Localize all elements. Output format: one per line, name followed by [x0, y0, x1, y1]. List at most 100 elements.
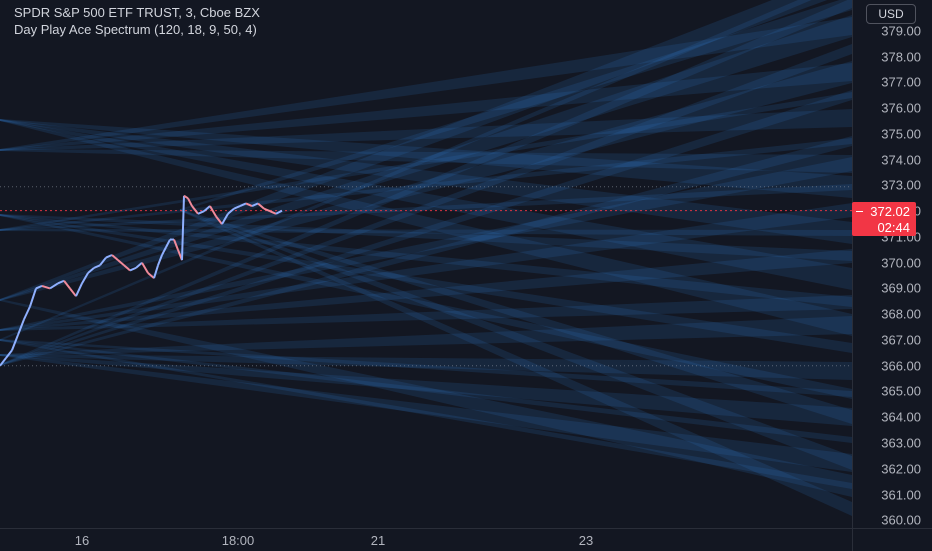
spectrum-band — [0, 203, 852, 331]
price-tick-label: 364.00 — [881, 409, 921, 425]
time-tick-label: 21 — [370, 533, 386, 548]
spectrum-band — [0, 339, 852, 443]
price-tick-label: 377.00 — [881, 74, 921, 90]
price-tick-label: 370.00 — [881, 255, 921, 271]
candle — [147, 272, 155, 279]
chart-canvas[interactable] — [0, 0, 852, 528]
chart-legend: SPDR S&P 500 ETF TRUST, 3, Cboe BZX Day … — [14, 4, 260, 38]
candle — [197, 210, 205, 215]
spectrum-band — [0, 136, 852, 366]
price-tick-label: 373.00 — [881, 177, 921, 193]
spectrum-band — [0, 63, 852, 151]
bar-countdown: 02:44 — [877, 219, 910, 235]
candle — [183, 194, 189, 200]
candle — [191, 205, 199, 215]
price-tick-label: 368.00 — [881, 306, 921, 322]
candle — [11, 334, 19, 351]
candle — [105, 254, 113, 259]
spectrum-band — [180, 209, 852, 516]
price-tick-label: 365.00 — [881, 383, 921, 399]
currency-button[interactable]: USD — [866, 4, 916, 24]
candle — [23, 306, 31, 320]
candle — [41, 284, 51, 290]
symbol-title[interactable]: SPDR S&P 500 ETF TRUST, 3, Cboe BZX — [14, 5, 260, 20]
spectrum-band — [0, 214, 852, 353]
spectrum-band — [180, 0, 852, 211]
candle — [181, 195, 185, 261]
spectrum-band — [0, 249, 852, 331]
price-tick-label: 376.00 — [881, 100, 921, 116]
candle — [161, 246, 167, 256]
spectrum-band — [0, 109, 852, 151]
candle — [63, 280, 71, 290]
candle — [87, 267, 95, 274]
candle — [245, 202, 253, 207]
spectrum-band — [0, 214, 852, 261]
spectrum-band — [0, 299, 852, 497]
time-tick-label: 16 — [74, 533, 90, 548]
candle — [81, 272, 89, 284]
spectrum-band — [0, 295, 852, 331]
price-tick-label: 379.00 — [881, 23, 921, 39]
spectrum-band — [180, 209, 852, 424]
spectrum-band — [0, 149, 852, 173]
indicator-title[interactable]: Day Play Ace Spectrum (120, 18, 9, 50, 4… — [14, 22, 257, 37]
time-tick-label: 18:00 — [221, 533, 255, 548]
spectrum-band — [0, 44, 852, 366]
spectrum-band — [0, 157, 852, 331]
spectrum-band — [0, 90, 852, 366]
candle — [227, 207, 235, 215]
candle — [251, 202, 259, 207]
candle — [93, 264, 101, 269]
candle — [123, 264, 131, 272]
candle — [99, 256, 107, 266]
spectrum-band — [0, 229, 852, 236]
candle — [29, 288, 37, 307]
candle — [165, 239, 171, 248]
spectrum-band — [0, 214, 852, 399]
price-tick-label: 360.00 — [881, 512, 921, 528]
candle — [173, 239, 179, 251]
candle — [187, 197, 193, 207]
candle — [233, 205, 241, 210]
spectrum-band — [0, 119, 852, 290]
candle — [263, 207, 271, 213]
candle — [215, 215, 223, 225]
spectrum-band — [0, 119, 852, 244]
candle — [117, 259, 125, 267]
spectrum-band — [0, 214, 852, 307]
candle — [135, 261, 143, 269]
spectrum-band — [0, 138, 852, 231]
chart-area[interactable] — [0, 0, 852, 528]
spectrum-band — [0, 61, 852, 301]
spectrum-band — [0, 0, 812, 341]
candles — [0, 194, 283, 367]
candle — [17, 319, 25, 336]
spectrum-band — [0, 316, 852, 356]
price-tick-label: 367.00 — [881, 332, 921, 348]
spectrum-band — [0, 0, 852, 366]
spectrum-bands — [0, 0, 852, 516]
time-tick-label: 23 — [578, 533, 594, 548]
candle — [275, 209, 283, 215]
spectrum-band — [0, 0, 828, 301]
candle — [203, 205, 211, 212]
price-tick-label: 362.00 — [881, 461, 921, 477]
candle — [141, 262, 149, 274]
candle — [239, 202, 247, 207]
time-axis[interactable]: 16 18:00 21 23 — [0, 528, 852, 551]
price-tick-label: 375.00 — [881, 126, 921, 142]
candle — [0, 357, 7, 367]
candle — [153, 264, 159, 279]
candle — [5, 349, 13, 359]
spectrum-band — [0, 354, 852, 380]
candle — [129, 266, 137, 272]
spectrum-band — [0, 184, 852, 231]
spectrum-band — [0, 119, 852, 336]
candle — [69, 287, 77, 297]
price-tick-label: 369.00 — [881, 280, 921, 296]
spectrum-band — [0, 92, 852, 231]
price-tick-label: 361.00 — [881, 487, 921, 503]
price-axis[interactable]: 379.00 378.00 377.00 376.00 375.00 374.00 373.… — [852, 0, 932, 528]
price-tick-label: 366.00 — [881, 358, 921, 374]
